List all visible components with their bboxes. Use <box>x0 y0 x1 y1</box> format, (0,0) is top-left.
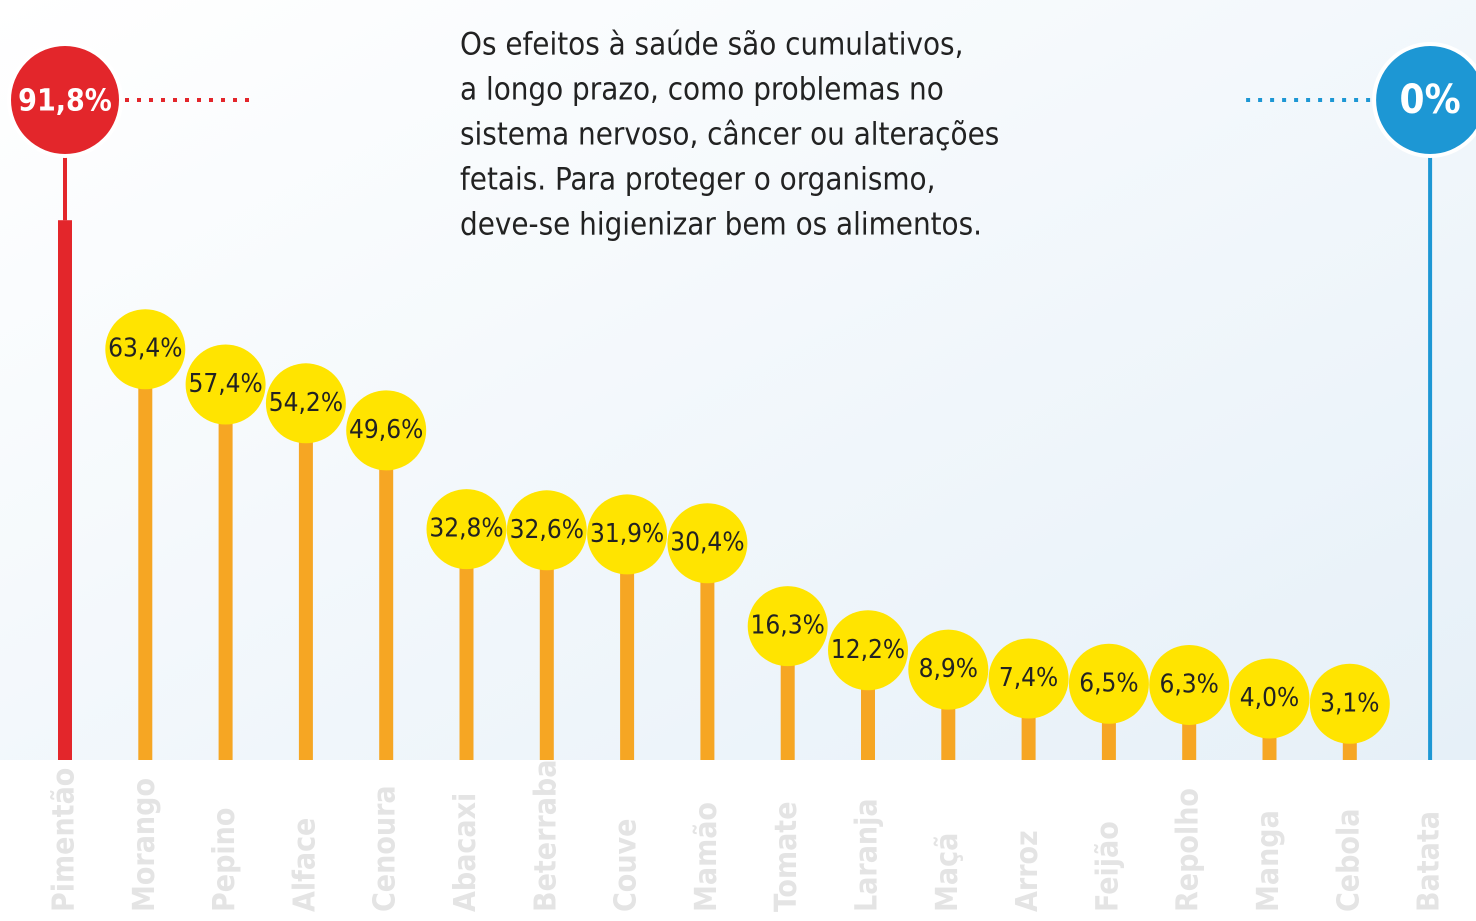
value-label: 57,4% <box>188 369 262 399</box>
bar <box>781 664 795 760</box>
bar <box>941 708 955 760</box>
value-label: 49,6% <box>349 415 423 445</box>
annotation-line: fetais. Para proteger o organismo, <box>460 162 935 198</box>
bar <box>540 568 554 760</box>
bar <box>379 468 393 760</box>
value-label: 7,4% <box>999 663 1058 693</box>
value-label: 31,9% <box>590 519 664 549</box>
x-tick-label: Maçã <box>930 833 965 912</box>
annotation: Os efeitos à saúde são cumulativos, a lon… <box>460 27 999 243</box>
value-label: 16,3% <box>751 611 825 641</box>
x-tick-label: Pepino <box>207 808 242 912</box>
bar <box>58 220 72 760</box>
annotation-line: a longo prazo, como problemas no <box>460 72 944 108</box>
bar <box>700 581 714 760</box>
value-label: 30,4% <box>670 528 744 558</box>
x-tick-label: Arroz <box>1010 830 1045 912</box>
value-label: 6,3% <box>1159 669 1218 699</box>
value-label: 54,2% <box>269 388 343 418</box>
bar <box>299 441 313 760</box>
x-tick-label: Manga <box>1251 810 1286 912</box>
value-label: 4,0% <box>1240 683 1299 713</box>
x-tick-label: Alface <box>287 818 322 912</box>
annotation-line: Os efeitos à saúde são cumulativos, <box>460 27 963 63</box>
page: Os efeitos à saúde são cumulativos, a lon… <box>0 0 1476 921</box>
value-label: 3,1% <box>1320 688 1379 718</box>
value-label: 32,6% <box>510 515 584 545</box>
x-tick-label: Cenoura <box>368 785 403 912</box>
bar <box>1343 742 1357 760</box>
value-label: 12,2% <box>831 635 905 665</box>
value-label: 32,8% <box>429 514 503 544</box>
annotation-line: deve-se higienizar bem os alimentos. <box>460 207 982 243</box>
bar <box>1182 723 1196 760</box>
bar <box>861 688 875 760</box>
x-tick-label: Beterraba <box>528 760 563 912</box>
bar <box>1263 736 1277 760</box>
x-tick-label: Repolho <box>1171 788 1206 912</box>
value-label: 6,5% <box>1079 668 1138 698</box>
x-tick-label: Couve <box>609 819 644 912</box>
bar <box>138 387 152 760</box>
x-tick-label: Pimentão <box>47 768 82 912</box>
value-label: 0% <box>1400 77 1461 123</box>
x-tick-label: Abacaxi <box>448 793 483 912</box>
x-tick-label: Cebola <box>1331 809 1366 912</box>
bar <box>620 572 634 760</box>
chart: Os efeitos à saúde são cumulativos, a lon… <box>0 0 1476 921</box>
x-tick-label: Morango <box>127 778 162 912</box>
bar <box>1022 716 1036 760</box>
x-tick-label: Feijão <box>1090 821 1125 912</box>
bar <box>1102 722 1116 760</box>
x-tick-label: Laranja <box>850 798 885 912</box>
x-tick-label: Mamão <box>689 802 724 912</box>
bar <box>460 567 474 760</box>
value-label: 63,4% <box>108 334 182 364</box>
value-label: 8,9% <box>919 654 978 684</box>
x-tick-label: Batata <box>1412 811 1447 912</box>
x-tick-label: Tomate <box>769 801 804 912</box>
annotation-line: sistema nervoso, câncer ou alterações <box>460 117 999 153</box>
value-label: 91,8% <box>18 84 112 119</box>
bar <box>219 422 233 760</box>
